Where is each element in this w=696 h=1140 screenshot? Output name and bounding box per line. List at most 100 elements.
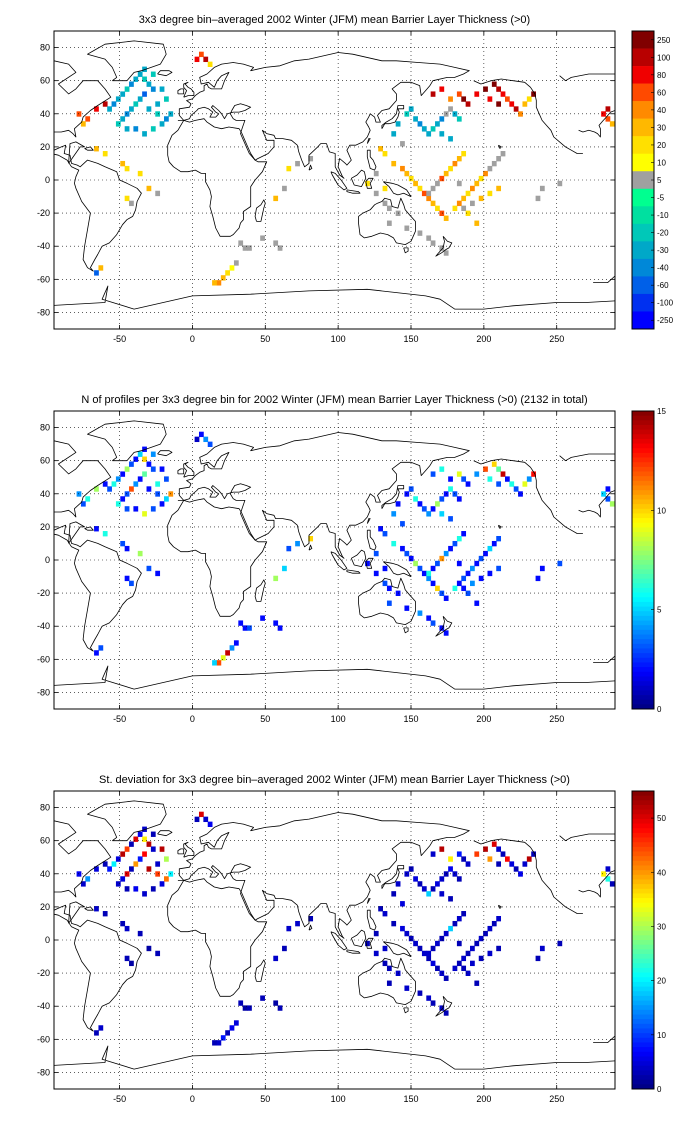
data-cell: [247, 1005, 252, 1011]
chart-panel-2: N of profiles per 3x3 degree bin for 200…: [37, 394, 666, 724]
coastline: [157, 70, 173, 77]
x-tick-label: 250: [549, 334, 564, 344]
data-cell: [448, 866, 453, 872]
data-cell: [609, 501, 615, 507]
colorbar-tick-label: 5: [657, 606, 662, 615]
y-tick-label: -60: [37, 654, 50, 664]
colorbar-segment: [632, 188, 654, 207]
data-cell: [159, 881, 165, 887]
data-cell: [408, 866, 414, 872]
data-cell: [439, 466, 445, 472]
colorbar-segment: [632, 532, 654, 538]
data-cell: [465, 590, 471, 596]
data-cell: [133, 481, 139, 487]
data-cell: [129, 580, 134, 587]
data-cell: [461, 476, 467, 482]
coastline: [578, 110, 615, 138]
data-cell: [496, 535, 502, 542]
coastline: [330, 931, 348, 951]
data-cell: [601, 111, 606, 117]
coastline: [403, 247, 409, 254]
data-cell: [386, 585, 392, 592]
y-tick-label: 80: [40, 43, 50, 53]
coastline: [473, 838, 583, 914]
coastline: [254, 579, 266, 602]
y-tick-label: 40: [40, 489, 50, 499]
x-tick-label: 250: [549, 714, 564, 724]
data-cell: [142, 891, 147, 897]
data-cell: [609, 121, 615, 127]
colorbar-segment: [632, 800, 654, 806]
data-cell: [194, 816, 200, 823]
colorbar-segment: [632, 471, 654, 477]
data-cell: [496, 565, 502, 572]
data-cell: [500, 91, 506, 97]
data-cell: [382, 565, 388, 572]
data-cell: [107, 866, 112, 872]
data-cell: [247, 625, 252, 631]
coastline: [358, 577, 416, 625]
data-cell: [98, 265, 104, 271]
data-cell: [426, 615, 432, 621]
colorbar-segment: [632, 981, 654, 987]
coastline: [366, 898, 371, 904]
colorbar-segment: [632, 860, 654, 866]
data-cell: [80, 881, 86, 887]
data-cell: [430, 886, 436, 892]
x-tick-label: 150: [403, 1094, 418, 1104]
colorbar-segment: [632, 639, 654, 645]
data-cell: [102, 911, 108, 917]
data-cell: [539, 945, 545, 952]
x-tick-label: 200: [476, 334, 491, 344]
data-cell: [400, 925, 405, 932]
data-cell: [146, 486, 152, 492]
colorbar-tick-label: 10: [657, 158, 666, 167]
data-cell: [413, 876, 418, 882]
y-tick-label: 60: [40, 836, 50, 846]
data-cell: [142, 131, 147, 137]
data-cell: [456, 180, 462, 187]
data-cell: [474, 851, 480, 857]
data-cell: [137, 856, 143, 862]
data-cell: [124, 886, 130, 892]
coastline: [68, 141, 85, 164]
data-cell: [404, 985, 410, 991]
colorbar-segment: [632, 527, 654, 533]
data-cell: [609, 881, 615, 887]
colorbar-segment: [632, 828, 654, 834]
data-cell: [557, 180, 563, 187]
data-cell: [142, 511, 147, 517]
data-cell: [496, 185, 502, 192]
colorbar-segment: [632, 795, 654, 801]
coastline: [593, 655, 615, 663]
colorbar-segment: [632, 944, 654, 950]
colorbar-segment: [632, 676, 654, 682]
data-cell: [430, 200, 436, 207]
colorbar-segment: [632, 879, 654, 885]
colorbar-segment: [632, 1084, 654, 1090]
data-cell: [277, 245, 283, 251]
data-cell: [496, 481, 502, 487]
colorbar-segment: [632, 832, 654, 838]
colorbar-segment: [632, 643, 654, 649]
data-cell: [146, 106, 152, 112]
data-cell: [129, 461, 134, 467]
colorbar-segment: [632, 462, 654, 468]
data-cell: [137, 170, 143, 177]
data-cell: [413, 940, 418, 947]
data-cell: [129, 841, 134, 847]
coastline: [435, 996, 453, 1017]
data-cell: [483, 466, 488, 472]
data-cell: [430, 945, 436, 952]
data-cell: [461, 205, 467, 212]
data-cell: [448, 545, 453, 552]
colorbar-segment: [632, 657, 654, 663]
data-cell: [124, 111, 130, 117]
data-cell: [225, 270, 230, 276]
data-cell: [102, 531, 108, 537]
x-tick-label: 150: [403, 714, 418, 724]
y-tick-label: 60: [40, 76, 50, 86]
data-cell: [413, 496, 418, 502]
data-cell: [404, 930, 410, 937]
colorbar-segment: [632, 1009, 654, 1015]
